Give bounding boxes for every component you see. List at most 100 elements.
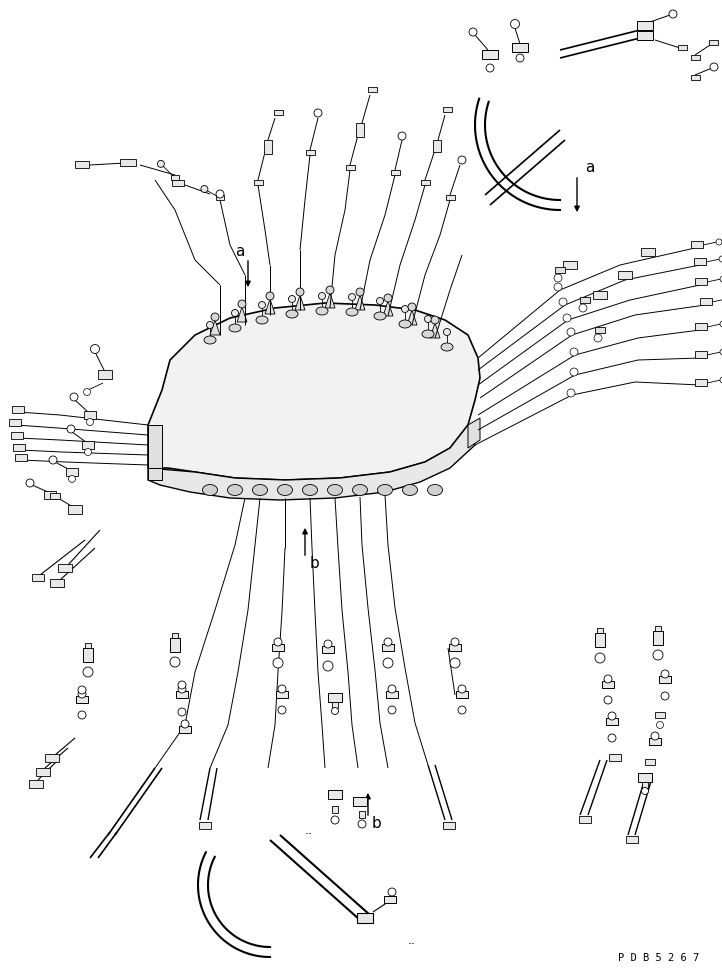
Bar xyxy=(708,41,718,46)
Ellipse shape xyxy=(316,307,328,315)
Circle shape xyxy=(384,638,392,646)
Bar xyxy=(618,271,632,279)
Circle shape xyxy=(49,456,57,464)
Polygon shape xyxy=(355,295,365,310)
Polygon shape xyxy=(237,307,247,322)
Bar xyxy=(595,633,605,647)
Polygon shape xyxy=(295,295,305,310)
Bar xyxy=(555,267,565,273)
Bar xyxy=(443,822,455,829)
Ellipse shape xyxy=(227,484,243,496)
Circle shape xyxy=(90,344,100,354)
Bar xyxy=(346,165,355,170)
Circle shape xyxy=(651,732,659,740)
Ellipse shape xyxy=(303,484,318,496)
Bar xyxy=(120,159,136,166)
Bar xyxy=(68,505,82,514)
Circle shape xyxy=(604,696,612,704)
Ellipse shape xyxy=(399,320,411,328)
Bar xyxy=(45,754,59,762)
Bar xyxy=(677,46,687,51)
Bar xyxy=(637,31,653,41)
Circle shape xyxy=(376,297,383,304)
Bar xyxy=(391,170,399,176)
Bar xyxy=(482,51,498,59)
Bar xyxy=(98,370,112,379)
Bar xyxy=(332,807,338,814)
Circle shape xyxy=(388,888,396,896)
Bar xyxy=(690,76,700,81)
Bar xyxy=(420,181,430,186)
Bar xyxy=(264,140,272,154)
Bar xyxy=(253,181,263,186)
Bar xyxy=(305,151,315,156)
Bar xyxy=(172,634,178,639)
Bar xyxy=(328,693,342,703)
Circle shape xyxy=(516,54,524,62)
Circle shape xyxy=(398,132,406,140)
Circle shape xyxy=(579,304,587,312)
Bar xyxy=(384,896,396,904)
Circle shape xyxy=(289,295,295,302)
Bar xyxy=(9,420,21,427)
Bar xyxy=(50,493,60,499)
Circle shape xyxy=(83,667,93,677)
Text: b: b xyxy=(372,816,382,830)
Bar xyxy=(694,259,706,265)
Ellipse shape xyxy=(352,484,367,496)
Bar xyxy=(12,406,24,413)
Polygon shape xyxy=(148,425,162,468)
Polygon shape xyxy=(468,418,480,448)
Circle shape xyxy=(67,425,75,433)
Bar xyxy=(580,297,590,303)
Bar xyxy=(66,468,78,476)
Bar xyxy=(695,279,707,286)
Circle shape xyxy=(567,389,575,397)
Bar xyxy=(36,768,50,776)
Circle shape xyxy=(238,300,246,308)
Polygon shape xyxy=(148,303,480,480)
Bar xyxy=(76,697,88,704)
Bar xyxy=(328,790,342,800)
Circle shape xyxy=(554,283,562,291)
Ellipse shape xyxy=(277,484,292,496)
Circle shape xyxy=(211,313,219,321)
Bar xyxy=(690,55,700,60)
Circle shape xyxy=(604,675,612,683)
Bar xyxy=(84,411,96,419)
Text: ..: .. xyxy=(408,933,416,947)
Circle shape xyxy=(178,685,186,693)
Bar xyxy=(695,324,707,330)
Circle shape xyxy=(87,419,94,426)
Circle shape xyxy=(349,294,355,300)
Bar xyxy=(641,248,655,256)
Circle shape xyxy=(720,321,722,327)
Text: P D B 5 2 6 7: P D B 5 2 6 7 xyxy=(618,953,699,963)
Bar xyxy=(512,44,528,52)
Bar xyxy=(171,176,179,181)
Polygon shape xyxy=(407,310,417,325)
Circle shape xyxy=(274,638,282,646)
Bar xyxy=(276,691,288,699)
Polygon shape xyxy=(148,468,162,480)
Circle shape xyxy=(26,479,34,487)
Bar xyxy=(353,797,367,807)
Bar xyxy=(85,643,91,648)
Bar xyxy=(691,241,703,249)
Bar xyxy=(83,648,93,662)
Bar xyxy=(44,491,56,499)
Circle shape xyxy=(181,720,189,728)
Bar xyxy=(382,644,394,651)
Polygon shape xyxy=(430,323,440,338)
Polygon shape xyxy=(148,425,475,500)
Bar xyxy=(655,712,665,718)
Text: a: a xyxy=(235,245,244,260)
Circle shape xyxy=(266,292,274,300)
Bar xyxy=(82,441,94,449)
Circle shape xyxy=(206,322,214,329)
Bar xyxy=(11,433,23,439)
Circle shape xyxy=(716,239,722,245)
Circle shape xyxy=(70,393,78,401)
Bar xyxy=(176,691,188,699)
Ellipse shape xyxy=(202,484,217,496)
